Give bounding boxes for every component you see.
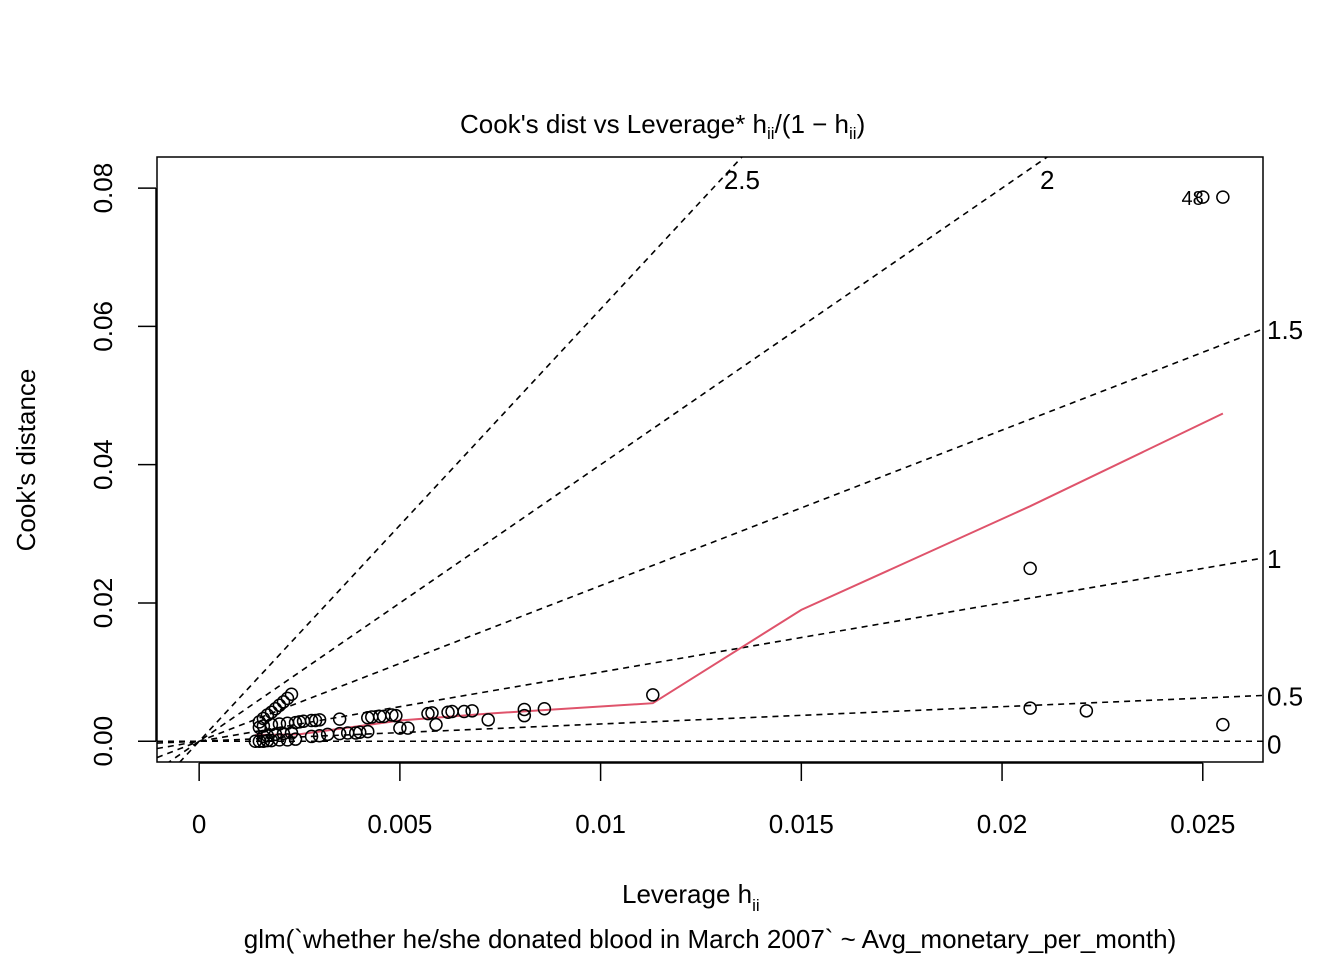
data-point-19 <box>393 721 407 735</box>
chart-title-subscript-1: ii <box>767 124 775 143</box>
data-point-1 <box>1196 190 1210 204</box>
data-point-42 <box>280 691 295 706</box>
y-axis-label: Cook's distance <box>11 369 41 552</box>
data-point-62 <box>248 734 263 749</box>
data-point-54 <box>252 720 267 735</box>
data-point-31 <box>332 712 347 726</box>
data-point-67 <box>256 729 271 744</box>
data-point-7 <box>537 702 552 716</box>
plot-frame <box>156 156 1264 763</box>
data-point-18 <box>401 721 415 735</box>
data-point-41 <box>284 687 299 701</box>
y-axis: 0.00 0.02 0.04 0.06 0.08 <box>88 163 157 767</box>
point-labels-group: 48 <box>1182 188 1204 210</box>
data-point-63 <box>284 726 299 740</box>
x-axis: 0 0.005 0.01 0.015 0.02 0.025 <box>192 762 1235 839</box>
contour-label-0-5: 0.5 <box>1267 681 1303 711</box>
chart-title-fraction: /(1 − h <box>775 109 849 139</box>
data-point-6 <box>646 688 660 702</box>
data-point-29 <box>340 726 355 740</box>
data-point-44 <box>272 698 287 713</box>
data-point-37 <box>304 729 319 744</box>
data-point-4 <box>1023 561 1037 576</box>
data-point-14 <box>441 705 455 719</box>
y-tick-label-2: 0.04 <box>88 439 118 490</box>
data-point-17 <box>429 717 443 732</box>
data-point-43 <box>276 695 291 709</box>
data-point-10 <box>481 713 495 727</box>
data-point-0 <box>1216 190 1230 204</box>
points-group <box>248 190 1230 749</box>
data-point-5 <box>1023 701 1037 715</box>
data-point-28 <box>348 726 363 740</box>
x-tick-label-4: 0.02 <box>977 809 1028 839</box>
contour-line-1 <box>157 557 1263 750</box>
contour-line-1-5 <box>157 328 1263 759</box>
contour-label-0: 0 <box>1267 729 1281 759</box>
data-point-16 <box>421 706 435 721</box>
x-axis-label: Leverage hii <box>622 879 760 915</box>
chart-title-close: ) <box>857 109 866 139</box>
data-point-3 <box>1079 704 1094 718</box>
data-point-8 <box>517 702 532 717</box>
x-axis-label-main: Leverage h <box>622 879 752 909</box>
chart-caption: glm(`whether he/she donated blood in Mar… <box>244 924 1176 954</box>
contour-label-1-5: 1.5 <box>1267 315 1303 345</box>
x-tick-label-2: 0.01 <box>575 809 626 839</box>
contour-labels: 0 0.5 1 1.5 2 2.5 <box>724 165 1303 759</box>
x-axis-label-subscript: ii <box>752 896 760 915</box>
y-tick-label-3: 0.06 <box>88 301 118 352</box>
data-point-25 <box>361 710 375 725</box>
contour-line-2 <box>167 157 1049 762</box>
contour-lines <box>157 157 1263 762</box>
contour-line-0-5 <box>157 694 1263 744</box>
contour-label-2: 2 <box>1040 165 1054 195</box>
x-tick-label-3: 0.015 <box>769 809 834 839</box>
y-tick-label-0: 0.00 <box>88 716 118 767</box>
smoother-line-group <box>255 412 1224 736</box>
x-tick-label-1: 0.005 <box>367 809 432 839</box>
data-point-35 <box>320 727 335 742</box>
chart-title-subscript-2: ii <box>849 124 857 143</box>
x-tick-label-5: 0.025 <box>1170 809 1235 839</box>
chart-title: Cook's dist vs Leverage* hii/(1 − hii) <box>460 109 865 143</box>
point-label-0: 48 <box>1182 188 1204 210</box>
data-point-36 <box>312 728 327 743</box>
data-point-11 <box>465 704 479 718</box>
y-tick-label-1: 0.02 <box>88 578 118 629</box>
data-point-64 <box>276 726 291 741</box>
y-tick-label-4: 0.08 <box>88 163 118 214</box>
x-tick-label-0: 0 <box>192 809 206 839</box>
chart-title-main: Cook's dist vs Leverage* h <box>460 109 767 139</box>
data-point-9 <box>517 708 532 723</box>
contour-label-2-5: 2.5 <box>724 165 760 195</box>
contour-label-1: 1 <box>1267 544 1281 574</box>
smoother-line <box>255 412 1224 736</box>
data-point-2 <box>1216 717 1230 732</box>
